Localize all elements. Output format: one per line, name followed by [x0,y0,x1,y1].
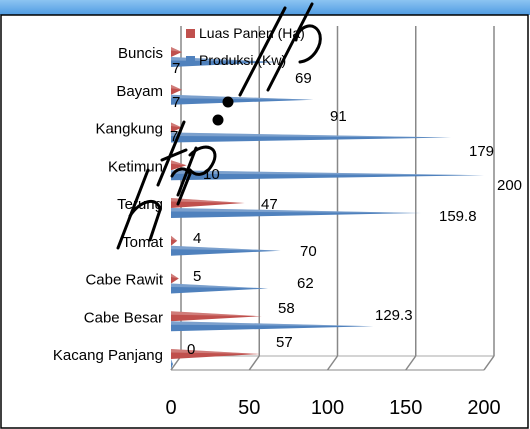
data-label-produksi: 0 [187,341,195,358]
bar-luas-panen [171,160,187,171]
data-label-produksi: 91 [330,108,347,125]
chart-border [0,14,529,429]
x-tick-label: 50 [238,397,260,419]
bar-luas-panen [171,349,261,359]
data-label-luas-panen: 5 [193,268,201,285]
bar-produksi-highlight [171,208,422,213]
bar-luas-panen-highlight [171,47,182,52]
legend-swatch-produksi [186,56,195,65]
data-label-luas-panen: 7 [170,128,178,145]
bar-produksi-highlight [171,359,173,364]
bar-produksi [171,245,281,256]
data-label-luas-panen: 57 [276,334,293,351]
gridline-diag [405,355,417,371]
bar-luas-panen [171,198,245,208]
bar-produksi-highlight [171,170,484,176]
bar-luas-panen-highlight [171,84,182,90]
bar-luas-panen [171,235,178,246]
category-label: Tomat [122,234,164,251]
bars-layer [171,47,484,369]
bar-produksi [171,57,279,67]
bar-produksi [171,359,173,369]
gridline-diag [483,355,495,371]
x-tick-label: 150 [389,397,422,419]
category-label: Kangkung [95,121,163,138]
category-label: Bayam [116,83,163,100]
data-label-luas-panen: 7 [172,94,180,111]
category-label: Ketimun [108,158,163,175]
bar-produksi-highlight [171,94,314,100]
data-label-luas-panen: 4 [193,230,201,247]
gridline-diag [248,355,260,371]
bar-produksi-highlight [171,132,452,138]
bar-produksi [171,208,422,218]
bar-produksi [171,283,269,294]
category-label: Cabe Besar [84,309,163,326]
data-label-produksi: 159.8 [439,208,477,225]
bar-luas-panen [171,84,182,95]
bar-produksi-highlight [171,321,374,327]
bar-luas-panen-highlight [171,198,245,203]
bar-luas-panen-highlight [171,235,178,241]
bar-luas-panen-highlight [171,273,179,279]
legend-swatch-luas-panen [186,29,195,38]
bar-produksi [171,132,452,143]
bar-luas-panen [171,47,182,57]
legend-label-luas-panen: Luas Panen (Ha) [199,25,305,41]
data-label-produksi: 129.3 [375,307,413,324]
data-label-luas-panen: 7 [172,60,180,77]
gridline-diag [326,355,339,371]
x-tick-label: 100 [311,397,344,419]
data-label-luas-panen: 58 [278,300,295,317]
category-label: Buncis [118,45,163,62]
x-tick-label: 200 [467,397,500,419]
data-label-produksi: 200 [497,177,522,194]
bar-luas-panen [171,122,182,133]
data-label-produksi: 62 [297,275,314,292]
watermark [116,2,322,250]
bar-produksi-highlight [171,283,269,289]
bar-luas-panen-highlight [171,349,261,354]
legend: Luas Panen (Ha) Produksi (Kw) [186,25,305,68]
bar-produksi [171,94,314,105]
bar-luas-panen-highlight [171,311,262,317]
grid-layer [170,26,495,371]
bar-luas-panen-highlight [171,122,182,128]
legend-label-produksi: Produksi (Kw) [199,52,286,68]
x-tick-label: 0 [165,397,176,419]
data-label-produksi: 179 [469,143,494,160]
bar-produksi [171,170,484,181]
data-label-produksi: 70 [300,243,317,260]
bar-luas-panen [171,273,179,284]
bar-produksi [171,321,374,332]
bar-produksi-highlight [171,57,279,62]
category-label: Kacang Panjang [53,347,163,364]
bar-luas-panen-highlight [171,160,187,166]
header-band [0,0,530,15]
bar-luas-panen [171,311,262,322]
category-label: Cabe Rawit [85,272,163,289]
bar-produksi-highlight [171,245,281,251]
data-label-luas-panen: 47 [261,196,278,213]
data-label-produksi: 69 [295,70,312,87]
